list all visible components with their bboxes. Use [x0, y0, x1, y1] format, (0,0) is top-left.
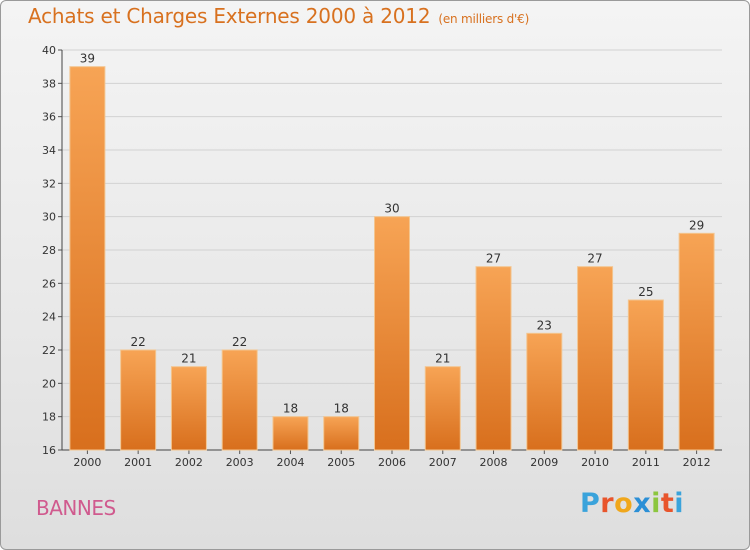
logo-letter: i: [651, 488, 661, 519]
y-tick-label: 38: [42, 77, 56, 90]
data-label: 21: [181, 352, 196, 366]
chart-subtitle: (en milliers d'€): [438, 12, 530, 26]
y-tick-label: 22: [42, 344, 56, 357]
x-tick-label: 2006: [378, 456, 406, 469]
bar: [120, 349, 157, 451]
place-name: BANNES: [36, 496, 116, 520]
x-tick-label: 2002: [175, 456, 203, 469]
data-label: 25: [638, 285, 653, 299]
data-labels: 39 22 21 22 18 18 30 21 27 23 27 25 29: [80, 52, 705, 416]
logo-letter: t: [660, 488, 675, 519]
y-tick-label: 34: [42, 144, 56, 157]
x-tick-label: 2003: [226, 456, 254, 469]
x-tick-label: 2010: [581, 456, 609, 469]
x-tick-label: 2001: [124, 456, 152, 469]
bar: [323, 416, 360, 451]
x-tick-label: 2000: [73, 456, 101, 469]
x-tick-label: 2005: [327, 456, 355, 469]
x-tick-label: 2004: [276, 456, 304, 469]
data-label: 29: [689, 218, 704, 232]
data-label: 21: [435, 352, 450, 366]
bar: [170, 366, 207, 451]
bar: [526, 332, 563, 451]
bar: [475, 266, 512, 451]
bar: [69, 66, 106, 451]
bar: [678, 232, 715, 451]
y-tick-label: 24: [42, 311, 56, 324]
bar: [627, 299, 664, 451]
y-tick-label: 26: [42, 277, 56, 290]
logo-letter: o: [614, 488, 634, 519]
chart-title: Achats et Charges Externes 2000 à 2012: [28, 4, 431, 28]
data-label: 27: [587, 252, 602, 266]
data-label: 23: [537, 318, 552, 332]
data-label: 39: [80, 52, 95, 66]
logo-letter: r: [600, 488, 615, 519]
data-label: 27: [486, 252, 501, 266]
bars: [69, 66, 715, 451]
logo-letter: x: [633, 488, 652, 519]
y-tick-label: 16: [42, 444, 56, 457]
data-label: 18: [334, 402, 349, 416]
data-label: 22: [232, 335, 247, 349]
proxiti-logo[interactable]: Proxiti: [580, 488, 684, 519]
bar: [272, 416, 309, 451]
logo-letter: P: [580, 488, 601, 519]
data-label: 22: [131, 335, 146, 349]
y-tick-label: 36: [42, 111, 56, 124]
chart-title-block: Achats et Charges Externes 2000 à 2012 (e…: [28, 4, 529, 28]
data-label: 30: [384, 202, 399, 216]
bar: [424, 366, 461, 451]
y-tick-label: 32: [42, 177, 56, 190]
y-tick-label: 18: [42, 411, 56, 424]
y-tick-label: 28: [42, 244, 56, 257]
logo-letter: i: [674, 488, 685, 519]
x-tick-label: 2012: [683, 456, 711, 469]
bar: [577, 266, 614, 451]
bar: [221, 349, 258, 451]
bar: [374, 216, 410, 451]
x-tick-label: 2011: [632, 456, 660, 469]
y-tick-label: 30: [42, 211, 56, 224]
x-tick-label: 2008: [480, 456, 508, 469]
y-tick-label: 40: [42, 44, 56, 57]
y-tick-label: 20: [42, 377, 56, 390]
data-label: 18: [283, 402, 298, 416]
x-tick-label: 2007: [429, 456, 457, 469]
x-tick-label: 2009: [530, 456, 558, 469]
tick-labels: 16 18 20 22 24 26 28 30 32 34 36 38 40 2000 2001 2002 20…: [42, 44, 711, 469]
